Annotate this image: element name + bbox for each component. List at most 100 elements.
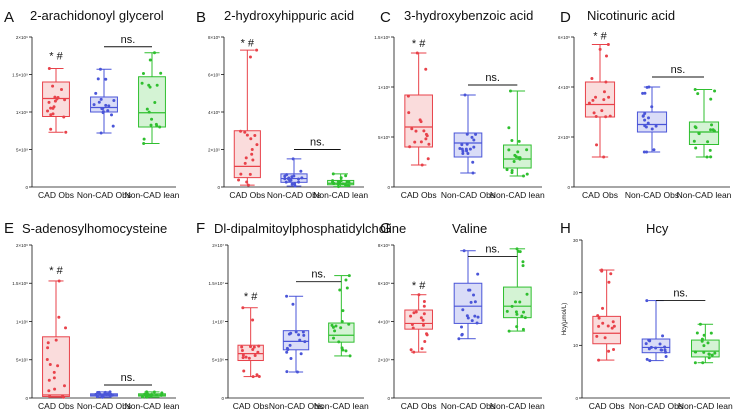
data-point: [702, 333, 706, 337]
data-point: [641, 91, 645, 95]
data-point: [612, 347, 616, 351]
data-point: [407, 111, 411, 115]
data-point: [601, 321, 605, 325]
data-point: [154, 122, 158, 126]
data-point: [244, 355, 248, 359]
y-tick-label: 2×10⁶: [558, 135, 570, 140]
data-point: [53, 99, 57, 103]
ns-label: ns.: [485, 72, 500, 84]
data-point: [145, 107, 149, 111]
data-point: [711, 128, 715, 132]
data-point: [159, 71, 163, 75]
panel-title: S-adenosylhomocysteine: [22, 221, 167, 236]
panel-letter: B: [196, 9, 206, 26]
panel-d: D Nicotinuric acid 0 2×10⁶ 4×10⁶ 6×10⁶ CAD Obs…: [558, 8, 732, 200]
data-point: [604, 54, 608, 58]
data-point: [257, 344, 261, 348]
x-category-label: Non-CAD lean: [313, 190, 368, 200]
data-point: [696, 92, 700, 96]
data-point: [108, 390, 112, 394]
data-point: [643, 124, 647, 128]
y-tick-label: 4×10⁶: [558, 85, 570, 90]
data-point: [47, 389, 51, 393]
data-point: [334, 324, 338, 328]
data-point: [152, 390, 156, 394]
data-point: [602, 155, 606, 159]
x-category-label: Non-CAD Obs: [441, 401, 495, 411]
data-point: [291, 157, 295, 161]
panel-letter: D: [560, 9, 571, 26]
x-category-label: Non-CAD Obs: [441, 190, 495, 200]
data-point: [110, 113, 114, 117]
box-1: [592, 268, 621, 362]
box-1: [584, 43, 616, 159]
data-point: [427, 142, 431, 146]
data-point: [461, 308, 465, 312]
data-point: [237, 178, 241, 182]
data-point: [285, 370, 289, 374]
data-point: [658, 342, 662, 346]
data-point: [650, 105, 654, 109]
data-point: [52, 376, 56, 380]
data-point: [607, 349, 611, 353]
y-tick-label: 1×10⁷: [212, 319, 224, 324]
data-point: [510, 168, 514, 172]
data-point: [56, 364, 60, 368]
data-point: [705, 155, 709, 159]
data-point: [521, 174, 525, 178]
box-2: [641, 299, 671, 363]
data-point: [347, 180, 351, 184]
box-2: [636, 85, 668, 154]
data-point: [247, 356, 251, 360]
panel-a: A 2-arachidonoyl glycerol 0 5×10⁸ 1×10⁹ 1.5×1…: [4, 8, 180, 200]
data-point: [601, 306, 605, 310]
data-point: [476, 315, 480, 319]
panel-b: B 2-hydroxyhippuric acid 0 2×10⁵ 4×10⁵ 6×10⁵ 8…: [196, 8, 368, 200]
data-point: [697, 132, 701, 136]
y-tick-label: 1.5×10⁹: [12, 72, 28, 77]
box-2: [453, 249, 483, 341]
data-point: [597, 316, 601, 320]
data-point: [694, 146, 698, 150]
data-point: [594, 115, 598, 119]
data-point: [641, 114, 645, 118]
data-point: [295, 370, 299, 374]
data-point: [422, 312, 426, 316]
x-category-label: CAD Obs: [582, 190, 618, 200]
data-point: [249, 345, 253, 349]
x-category-label: Non-CAD Obs: [77, 190, 131, 200]
significance-marker: * #: [244, 291, 258, 303]
data-point: [337, 185, 341, 189]
data-point: [473, 314, 477, 318]
data-point: [99, 131, 103, 135]
data-point: [425, 333, 429, 337]
data-point: [289, 178, 293, 182]
data-point: [462, 249, 466, 253]
data-point: [45, 357, 49, 361]
data-point: [251, 318, 255, 322]
data-point: [140, 81, 144, 85]
ns-label: ns.: [671, 64, 686, 76]
data-point: [476, 272, 480, 276]
data-point: [521, 264, 525, 268]
data-point: [598, 47, 602, 51]
data-point: [515, 325, 519, 329]
x-category-label: CAD Obs: [401, 190, 437, 200]
box-1: [404, 293, 433, 354]
data-point: [507, 126, 511, 130]
data-point: [331, 180, 335, 184]
data-point: [510, 138, 514, 142]
data-point: [608, 114, 612, 118]
ns-label: ns.: [311, 269, 326, 281]
data-point: [344, 349, 348, 353]
box-iqr: [584, 81, 616, 118]
data-point: [248, 172, 252, 176]
data-point: [698, 322, 702, 326]
data-point: [713, 351, 717, 355]
data-point: [337, 340, 341, 344]
y-tick-label: 0: [217, 185, 220, 190]
panel-title: Valine: [452, 221, 487, 236]
y-tick-label: 4×10⁹: [378, 319, 390, 324]
data-point: [460, 147, 464, 151]
data-point: [297, 333, 301, 337]
